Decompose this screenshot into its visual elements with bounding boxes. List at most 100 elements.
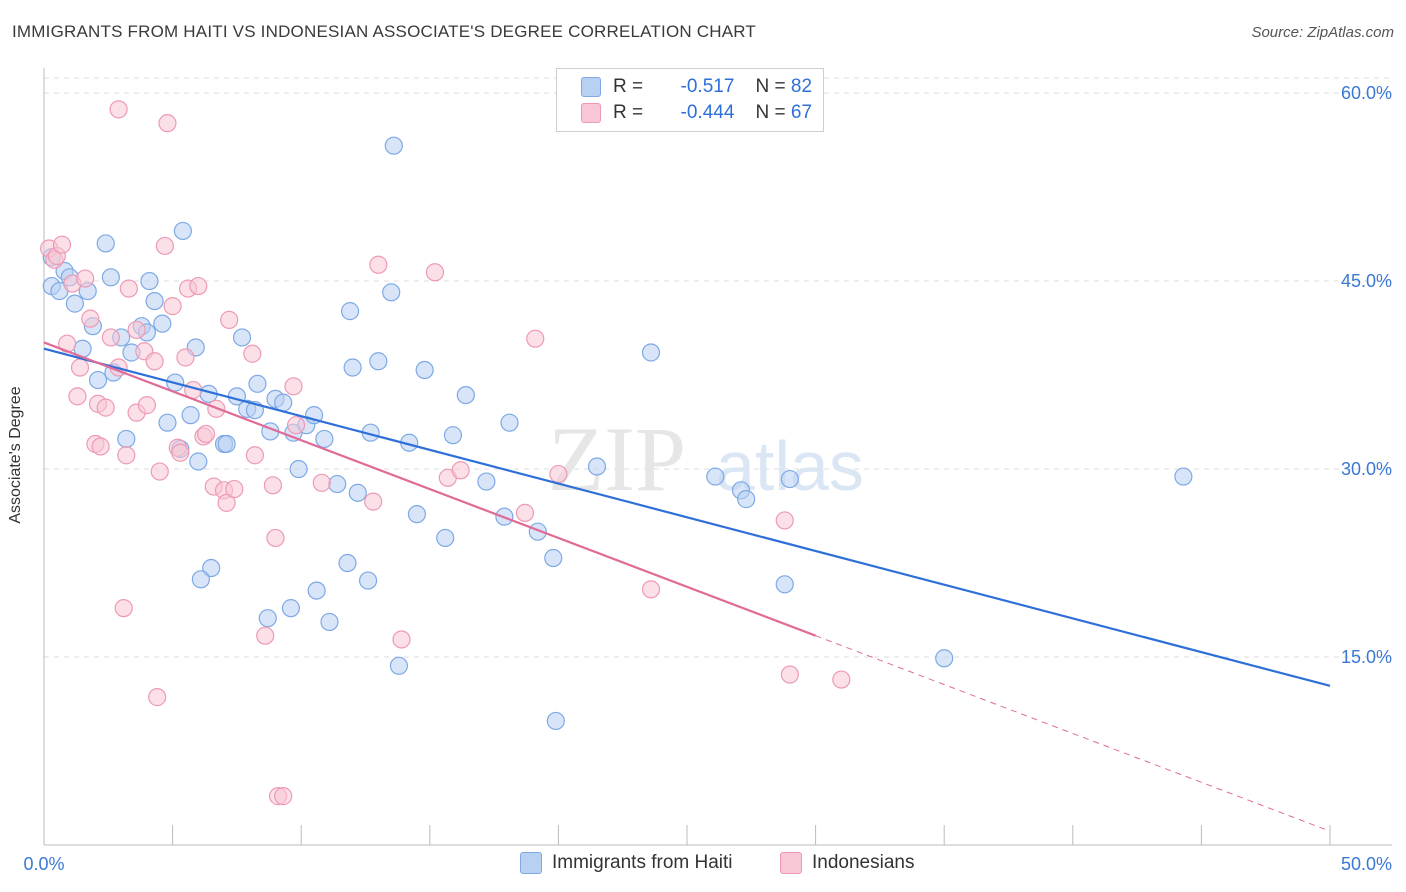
point-indonesians: [780, 665, 799, 684]
point-indonesians: [148, 688, 167, 707]
point-haiti: [145, 292, 164, 311]
point-haiti: [641, 343, 661, 362]
point-indonesians: [176, 348, 195, 367]
series-legend-haiti: Immigrants from Haiti: [520, 852, 733, 874]
point-haiti: [436, 528, 455, 548]
point-indonesians: [101, 328, 120, 347]
point-haiti: [407, 505, 427, 524]
point-indonesians: [163, 297, 182, 316]
point-haiti: [140, 271, 159, 291]
point-indonesians: [117, 446, 136, 465]
legend-n-label: N =: [755, 102, 786, 123]
point-haiti: [415, 360, 434, 380]
point-haiti: [456, 385, 475, 405]
point-indonesians: [245, 446, 265, 465]
point-indonesians: [256, 626, 275, 645]
point-indonesians: [832, 670, 851, 689]
point-indonesians: [155, 236, 174, 256]
point-haiti: [706, 467, 725, 486]
watermark-zip: ZIP: [548, 408, 686, 510]
point-haiti: [248, 374, 267, 393]
series-swatch-indonesians: [780, 852, 802, 874]
point-indonesians: [312, 473, 331, 492]
point-indonesians: [96, 398, 115, 417]
point-indonesians: [641, 580, 661, 599]
point-indonesians: [451, 461, 470, 480]
point-indonesians: [68, 387, 87, 406]
point-indonesians: [81, 309, 100, 328]
point-haiti: [232, 328, 252, 347]
series-name-indonesians: Indonesians: [812, 852, 915, 873]
point-haiti: [96, 234, 115, 253]
legend-swatch-haiti: [581, 77, 601, 97]
axes: [43, 68, 1392, 846]
point-haiti: [935, 649, 954, 668]
point-haiti: [173, 221, 192, 241]
point-indonesians: [119, 279, 138, 298]
x-tick-label: 0.0%: [23, 854, 64, 874]
point-haiti: [189, 452, 208, 471]
point-haiti: [443, 426, 463, 445]
point-indonesians: [196, 424, 216, 444]
grid-lines: [44, 77, 1392, 658]
point-indonesians: [266, 528, 285, 548]
point-haiti: [289, 459, 308, 479]
point-indonesians: [127, 320, 146, 340]
legend-r-label: R =: [613, 76, 644, 97]
y-tick-label: 15.0%: [1341, 647, 1392, 667]
point-indonesians: [263, 476, 283, 495]
point-indonesians: [286, 416, 306, 435]
point-indonesians: [189, 276, 208, 296]
data-points: [40, 100, 1193, 806]
point-haiti: [544, 548, 563, 568]
point-indonesians: [425, 263, 445, 282]
point-haiti: [338, 553, 357, 573]
point-indonesians: [91, 437, 110, 456]
legend-n-value: 67: [790, 102, 813, 123]
point-haiti: [737, 490, 756, 509]
point-haiti: [389, 656, 409, 675]
point-haiti: [202, 558, 221, 578]
trend-line-indonesians-extension: [815, 635, 1331, 832]
point-haiti: [88, 370, 108, 390]
point-indonesians: [150, 462, 169, 481]
y-tick-label: 60.0%: [1341, 83, 1392, 103]
point-haiti: [775, 575, 794, 594]
chart-title: IMMIGRANTS FROM HAITI VS INDONESIAN ASSO…: [12, 22, 757, 41]
point-haiti: [181, 406, 200, 425]
point-haiti: [587, 457, 607, 476]
point-indonesians: [52, 235, 72, 254]
y-tick-label: 45.0%: [1341, 271, 1392, 291]
y-tick-label: 30.0%: [1341, 459, 1392, 479]
point-haiti: [328, 474, 347, 494]
point-indonesians: [775, 511, 794, 530]
y-axis-label: Associate's Degree: [7, 386, 24, 524]
point-indonesians: [137, 396, 156, 415]
watermark: ZIP atlas: [548, 408, 864, 510]
point-indonesians: [364, 492, 383, 511]
point-indonesians: [220, 310, 239, 329]
trend-line-haiti: [43, 347, 1331, 687]
point-indonesians: [526, 329, 545, 348]
legend-r-value: -0.517: [680, 76, 735, 97]
point-indonesians: [549, 464, 568, 484]
point-indonesians: [70, 358, 90, 377]
point-haiti: [384, 136, 403, 155]
legend-n-label: N =: [755, 76, 786, 97]
point-haiti: [340, 302, 360, 321]
series-legend-indonesians: Indonesians: [780, 852, 914, 874]
point-haiti: [477, 472, 496, 491]
series-name-haiti: Immigrants from Haiti: [552, 852, 733, 873]
point-indonesians: [76, 269, 95, 288]
point-indonesians: [171, 443, 190, 462]
point-haiti: [153, 314, 172, 333]
legend-r-label: R =: [613, 102, 644, 123]
stats-legend: R = -0.517 N = 82 R = -0.444 N = 67: [556, 68, 824, 132]
legend-row-indonesians: R = -0.444 N = 67: [581, 101, 812, 125]
trend-line-indonesians: [43, 341, 816, 637]
point-haiti: [274, 393, 293, 412]
series-swatch-haiti: [520, 852, 542, 874]
point-indonesians: [243, 344, 262, 363]
point-indonesians: [158, 114, 177, 133]
